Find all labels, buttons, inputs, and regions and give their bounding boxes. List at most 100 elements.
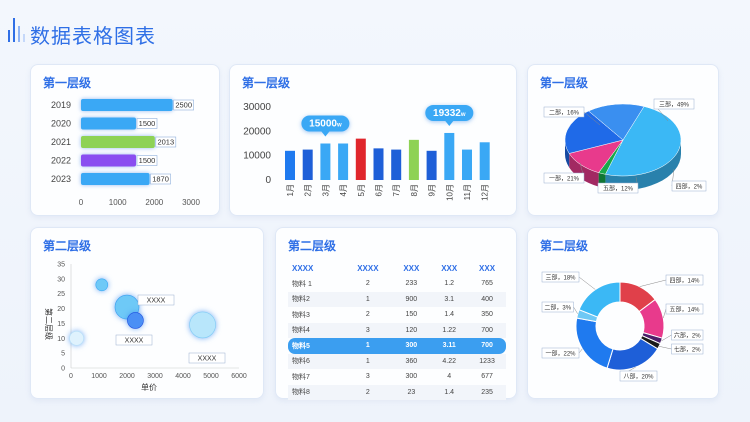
- x-tick-label: 6月: [375, 184, 384, 196]
- bar: [302, 149, 313, 180]
- table-row[interactable]: 物料7 3 300 4 677: [288, 369, 506, 385]
- x-tick-label: 7月: [392, 184, 401, 196]
- x-tick-label: 12月: [481, 184, 490, 201]
- bubble-annotation-box: [115, 334, 153, 346]
- label-leader-line: [663, 308, 667, 319]
- table-cell: 1.4: [430, 384, 469, 400]
- slice-label: 八部，20%: [623, 373, 654, 381]
- value-label-box: [173, 99, 194, 111]
- y-tick-label: 30: [57, 276, 65, 283]
- table-cell: 1: [343, 353, 393, 369]
- value-callout: 19332w: [425, 104, 474, 126]
- card-title: 第二层级: [288, 239, 337, 253]
- table-cell: 677: [481, 373, 493, 381]
- data-table: XXXX XXXX XXX XXX XXX 物料 1 2 233 1.2 765 物料2 1 900 3…: [288, 260, 506, 400]
- value-label: 2013: [157, 138, 174, 147]
- bar: [81, 99, 173, 111]
- card-title: 第一层级: [242, 76, 291, 90]
- table-row[interactable]: 物料8 2 23 1.4 235: [288, 384, 506, 400]
- page-title: 数据表格图表: [30, 26, 156, 48]
- table-cell: 1: [343, 338, 393, 354]
- table-cell: 300: [405, 373, 418, 381]
- page-header: 数据表格图表: [0, 0, 750, 60]
- bar: [81, 154, 136, 167]
- slice-label-box: [597, 182, 639, 194]
- table-cell: 350: [481, 311, 493, 319]
- bubble: [127, 312, 144, 329]
- slice-label: 三部，49%: [659, 101, 690, 109]
- table-row[interactable]: 物料2 1 900 3.1 400: [288, 291, 506, 307]
- label-leader-line: [578, 276, 596, 290]
- table-header-cell: XXXX: [292, 263, 314, 273]
- bar: [426, 150, 437, 180]
- value-label-box: [136, 118, 158, 129]
- y-tick-label: 30000: [243, 102, 271, 113]
- y-tick-label: 20: [57, 306, 65, 313]
- slice-label-box: [665, 274, 704, 286]
- x-tick-label: 3000: [147, 373, 163, 380]
- bars-icon: [8, 18, 26, 42]
- table-cell: 23: [392, 384, 431, 400]
- vbar-card: 第一层级 0 10000 20000 30000 1月 2月 3月 4月 5月 6月 7月 8月 9月 1…: [229, 64, 517, 216]
- x-tick-label: 0: [79, 198, 84, 207]
- label-leader-line: [583, 111, 601, 126]
- table-cell: 150: [405, 311, 418, 319]
- card-title: 第一层级: [43, 76, 92, 90]
- x-tick-label: 2000: [119, 373, 135, 380]
- vbar-chart: 0 10000 20000 30000 1月 2月 3月 4月 5月 6月 7月 8月 9月 10月 11月…: [243, 102, 490, 201]
- value-label: 1500: [139, 156, 156, 165]
- table-cell: 4: [447, 373, 452, 381]
- x-tick-label: 6000: [231, 373, 247, 380]
- slice-label-box: [653, 98, 695, 110]
- table-cell: 物料4: [288, 322, 344, 338]
- table-cell: 1.4: [444, 311, 455, 319]
- y-tick-label: 5: [61, 351, 65, 358]
- x-tick-label: 3000: [182, 198, 200, 207]
- slice-label: 四部，14%: [669, 277, 700, 285]
- label-leader-line: [578, 348, 583, 354]
- table-header-cell: XXX: [479, 263, 496, 273]
- y-tick-label: 10000: [243, 151, 271, 162]
- table-row[interactable]: 物料6 1 360 4.22 1233: [288, 353, 506, 369]
- slice-label: 三部，18%: [545, 274, 576, 282]
- y-tick-label: 25: [57, 291, 65, 298]
- y-tick-label: 35: [57, 262, 65, 269]
- pie3d-chart: 三部，49% 四部，2% 五部，12% 一部，21% 二部，16%: [543, 98, 707, 194]
- bar: [81, 117, 136, 130]
- x-tick-label: 5月: [357, 184, 366, 196]
- bubble-annotation-box: [137, 294, 175, 306]
- table-row[interactable]: 物料4 3 120 1.22 700: [288, 322, 506, 338]
- table-header-cell: XXX: [403, 263, 420, 273]
- card-title: 第二层级: [540, 239, 589, 253]
- x-tick-label: 1000: [91, 373, 107, 380]
- table-cell: 400: [468, 291, 506, 307]
- table-cell: 物料3: [292, 311, 310, 319]
- table-cell: 765: [481, 280, 493, 288]
- label-leader-line: [639, 279, 667, 287]
- table-cell: 2: [343, 384, 393, 400]
- table-cell: 物料8: [288, 384, 344, 400]
- slice-label: 五部，12%: [603, 185, 634, 193]
- donut-slice: [578, 281, 621, 318]
- callout-pointer: [445, 120, 454, 126]
- table-cell: 3.1: [430, 291, 469, 307]
- x-tick-label: 1月: [286, 184, 295, 196]
- table-header-cell: XXXX: [357, 263, 379, 273]
- bar: [81, 136, 155, 148]
- bubble-annotation-box: [188, 352, 226, 364]
- slice-label: 一部，22%: [545, 350, 576, 358]
- value-label: 1870: [152, 175, 169, 184]
- table-cell: 物料2: [288, 291, 344, 307]
- bubble-chart: 0 1000 2000 3000 4000 5000 6000 0 5 10 15 20 25 30 35 单…: [44, 262, 247, 393]
- pie-slice-side: [605, 140, 681, 190]
- bar: [320, 143, 331, 180]
- table-row-highlighted[interactable]: 物料5 1 300 3.11 700: [288, 338, 506, 354]
- x-tick-label: 2月: [304, 184, 313, 196]
- slice-label-box: [543, 106, 585, 118]
- x-tick-label: 1000: [109, 198, 127, 207]
- y-tick-label: 15: [57, 321, 65, 328]
- table-row[interactable]: 物料 1 2 233 1.2 765: [288, 276, 506, 292]
- table-cell: 120: [392, 322, 431, 338]
- table-row[interactable]: 物料3 2 150 1.4 350: [288, 307, 506, 323]
- bar: [479, 142, 490, 180]
